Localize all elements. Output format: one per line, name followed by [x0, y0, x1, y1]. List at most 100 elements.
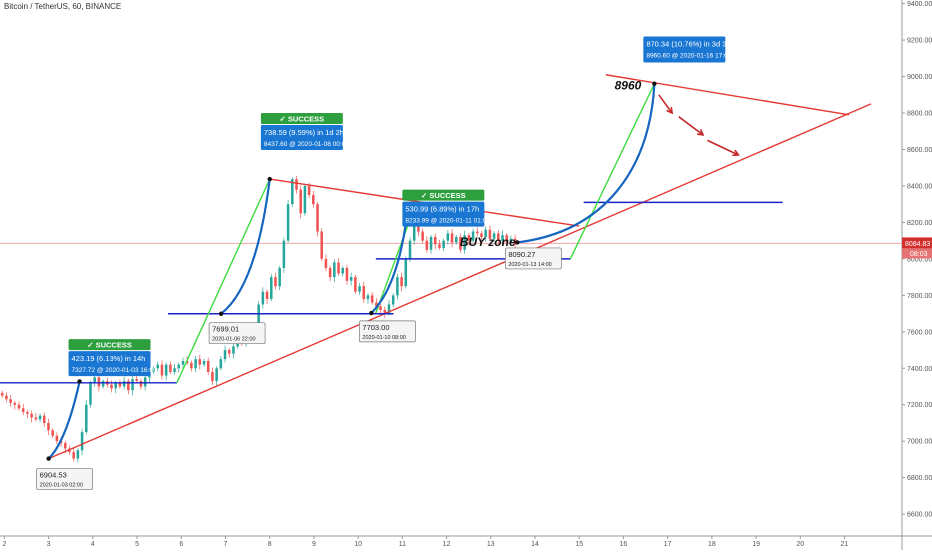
down-arrow-shaft — [678, 116, 704, 136]
success-header: ✓ SUCCESS — [87, 340, 132, 349]
y-tick-label: 7000.00 — [907, 439, 932, 446]
candle-body — [139, 381, 143, 387]
success-line1: 530.99 (6.89%) in 17h — [405, 205, 479, 214]
low-label-value: 7699.01 — [212, 325, 239, 334]
y-tick-label: 7800.00 — [907, 293, 932, 300]
candle-body — [349, 277, 353, 281]
low-label-value: 8090.27 — [508, 250, 535, 259]
candle-body — [156, 364, 160, 369]
target-info-box — [643, 36, 726, 63]
candle-body — [286, 204, 290, 241]
candle-body — [164, 364, 168, 376]
candle-body — [387, 304, 391, 314]
candle-body — [80, 432, 84, 451]
candle-body — [190, 362, 193, 369]
x-tick-label: 3 — [47, 541, 51, 548]
down-arrow-head — [732, 149, 740, 157]
candle-body — [454, 237, 458, 243]
low-label-box — [359, 320, 416, 343]
target-line1: 870.34 (10.76%) in 3d 3h — [646, 39, 730, 48]
candle-body — [278, 268, 281, 287]
candle-body — [169, 364, 172, 372]
candle-body — [471, 231, 475, 241]
candle-body — [299, 189, 302, 214]
pivot-marker — [369, 310, 374, 316]
candle-body — [34, 417, 38, 420]
candle-body — [391, 295, 395, 305]
candle-body — [0, 392, 4, 396]
candle-body — [185, 360, 189, 363]
candle-body — [181, 360, 185, 365]
candle-body — [173, 368, 176, 372]
candle-body — [501, 235, 504, 241]
candle-body — [337, 262, 340, 274]
candle-body — [122, 381, 126, 387]
candle-body — [425, 240, 429, 250]
x-tick-label: 12 — [443, 541, 451, 548]
candle-body — [89, 382, 92, 405]
candle-body — [362, 286, 366, 299]
candle-body — [442, 240, 445, 248]
candle-body — [215, 368, 218, 382]
x-tick-label: 15 — [575, 541, 583, 548]
candle-body — [513, 238, 517, 245]
candle-body — [135, 379, 139, 382]
success-header: ✓ SUCCESS — [280, 114, 325, 123]
candle-body — [42, 415, 46, 423]
candle-body — [404, 258, 408, 287]
x-tick-label: 18 — [708, 541, 716, 548]
success-badge — [68, 339, 151, 351]
low-label-date: 2020-01-13 14:00 — [508, 262, 551, 268]
success-line2: 8437.60 @ 2020-01-08 00:00 — [264, 141, 349, 148]
pivot-marker — [267, 176, 272, 182]
target-line2: 8960.60 @ 2020-01-16 17:00 — [646, 52, 731, 59]
candle-body — [274, 277, 277, 287]
projection-line — [569, 83, 656, 260]
y-tick-label: 7400.00 — [907, 366, 932, 373]
candle-body — [400, 277, 403, 287]
candle-body — [206, 360, 210, 372]
pivot-marker — [652, 81, 657, 86]
candle-body — [433, 237, 437, 245]
candle-body — [76, 450, 80, 459]
x-tick-label: 16 — [620, 541, 628, 548]
x-tick-label: 2 — [2, 541, 6, 548]
low-label-box — [208, 322, 266, 345]
candle-body — [467, 235, 471, 241]
candle-body — [51, 430, 54, 436]
low-label-date: 2020-01-03 02:00 — [40, 483, 83, 489]
y-tick-label: 7200.00 — [907, 402, 932, 409]
candle-body — [152, 368, 155, 372]
candle-body — [211, 371, 214, 382]
success-badge — [402, 189, 485, 201]
current-price-badge — [902, 237, 932, 249]
y-tick-label: 6800.00 — [907, 475, 932, 482]
candle-body — [295, 179, 298, 190]
countdown-label: 08:03 — [910, 251, 928, 258]
low-label-box — [36, 468, 93, 490]
y-tick-label: 9000.00 — [907, 74, 932, 81]
candle-body — [341, 268, 345, 274]
candle-body — [85, 404, 88, 433]
low-label-value: 6904.53 — [40, 471, 67, 480]
candle-body — [476, 231, 479, 234]
candle-body — [396, 277, 399, 296]
candle-body — [505, 235, 508, 243]
candle-body — [265, 291, 269, 299]
x-tick-label: 8 — [268, 541, 272, 548]
x-tick-label: 13 — [487, 541, 495, 548]
x-tick-label: 21 — [841, 541, 849, 548]
candle-body — [160, 364, 164, 376]
candle-body — [282, 240, 286, 268]
candle-body — [354, 277, 357, 292]
projection-curve — [220, 178, 271, 315]
down-arrow-shaft — [707, 139, 739, 156]
candle-body — [118, 382, 122, 387]
candle-body — [227, 350, 231, 354]
success-line1: 423.19 (6.13%) in 14h — [72, 354, 146, 363]
y-tick-label: 8000.00 — [907, 256, 932, 263]
candle-body — [328, 268, 332, 278]
low-label-box — [504, 247, 562, 270]
y-tick-label: 8400.00 — [907, 183, 932, 190]
